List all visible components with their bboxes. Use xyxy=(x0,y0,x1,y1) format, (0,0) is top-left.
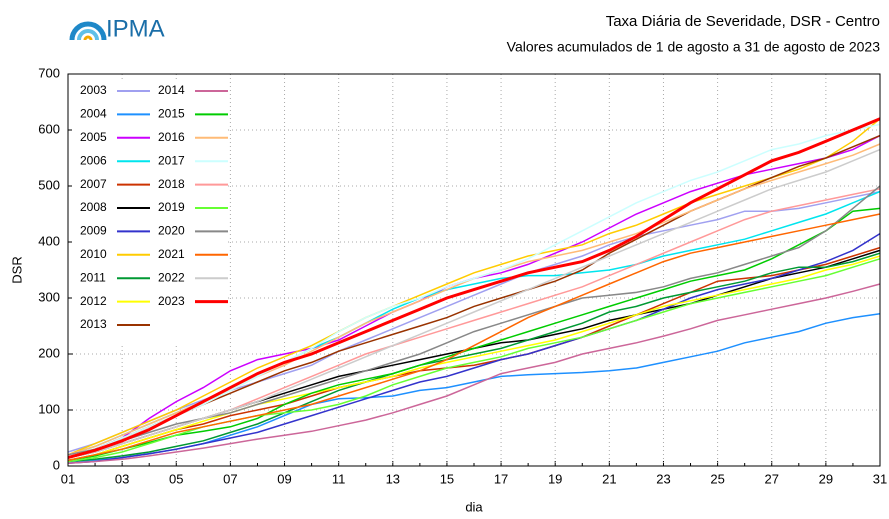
legend-label: 2019 xyxy=(158,200,185,214)
y-tick-label: 600 xyxy=(38,121,60,136)
legend-label: 2012 xyxy=(80,294,107,308)
x-tick-label: 31 xyxy=(873,471,887,486)
x-tick-label: 01 xyxy=(61,471,75,486)
logo-arc xyxy=(77,29,99,41)
x-axis-label: dia xyxy=(465,499,483,514)
y-tick-label: 200 xyxy=(38,345,60,360)
logo-arc xyxy=(83,35,93,41)
x-tick-label: 09 xyxy=(277,471,291,486)
series-line xyxy=(67,246,881,462)
legend-label: 2015 xyxy=(158,107,185,121)
y-tick-label: 300 xyxy=(38,289,60,304)
legend: 2003 2004 2005 2006 2007 2008 2009 2010 2011 2012… xyxy=(72,80,228,346)
y-axis-label: DSR xyxy=(9,256,24,283)
legend-label: 2020 xyxy=(158,224,185,238)
legend-label: 2022 xyxy=(158,270,185,284)
series-line xyxy=(67,148,881,459)
x-tick-label: 29 xyxy=(819,471,833,486)
legend-label: 2017 xyxy=(158,153,185,167)
logo: IPMA xyxy=(69,15,165,42)
x-tick-label: 05 xyxy=(169,471,183,486)
legend-label: 2004 xyxy=(80,107,107,121)
legend-label: 2021 xyxy=(158,247,185,261)
series-line xyxy=(67,255,881,462)
legend-label: 2005 xyxy=(80,130,107,144)
y-tick-label: 700 xyxy=(38,65,60,80)
legend-label: 2018 xyxy=(158,177,185,191)
legend-label: 2023 xyxy=(158,294,185,308)
series-line xyxy=(67,190,881,453)
x-tick-label: 07 xyxy=(223,471,237,486)
series-line xyxy=(67,283,881,464)
legend-label: 2003 xyxy=(80,83,107,97)
x-tick-label: 19 xyxy=(548,471,562,486)
legend-label: 2007 xyxy=(80,177,107,191)
x-tick-label: 25 xyxy=(710,471,724,486)
legend-label: 2016 xyxy=(158,130,185,144)
y-tick-label: 100 xyxy=(38,401,60,416)
chart-title: Taxa Diária de Severidade, DSR - Centro xyxy=(606,13,880,30)
logo-arc xyxy=(69,21,107,41)
y-tick-label: 400 xyxy=(38,233,60,248)
legend-label: 2010 xyxy=(80,247,107,261)
x-tick-label: 23 xyxy=(656,471,670,486)
x-tick-label: 15 xyxy=(440,471,454,486)
plot-frame xyxy=(67,73,881,467)
x-tick-label: 21 xyxy=(602,471,616,486)
y-tick-label: 0 xyxy=(53,457,60,472)
series-line xyxy=(67,117,881,460)
series-line xyxy=(67,213,881,462)
series-line xyxy=(67,207,881,462)
logo-text: IPMA xyxy=(106,15,165,42)
series-line xyxy=(67,118,881,456)
legend-label: 2014 xyxy=(158,83,185,97)
legend-label: 2013 xyxy=(80,317,107,331)
series-line xyxy=(67,123,881,459)
y-tick-label: 500 xyxy=(38,177,60,192)
series-line xyxy=(67,232,881,464)
legend-label: 2009 xyxy=(80,224,107,238)
x-tick-label: 03 xyxy=(115,471,129,486)
x-tick-label: 17 xyxy=(494,471,508,486)
x-tick-label: 11 xyxy=(332,471,346,486)
legend-label: 2008 xyxy=(80,200,107,214)
x-tick-label: 27 xyxy=(764,471,778,486)
legend-label: 2006 xyxy=(80,153,107,167)
series-line xyxy=(67,252,881,463)
chart-subtitle: Valores acumulados de 1 de agosto a 31 d… xyxy=(507,39,881,55)
legend-label: 2011 xyxy=(80,270,106,284)
x-tick-label: 13 xyxy=(386,471,400,486)
